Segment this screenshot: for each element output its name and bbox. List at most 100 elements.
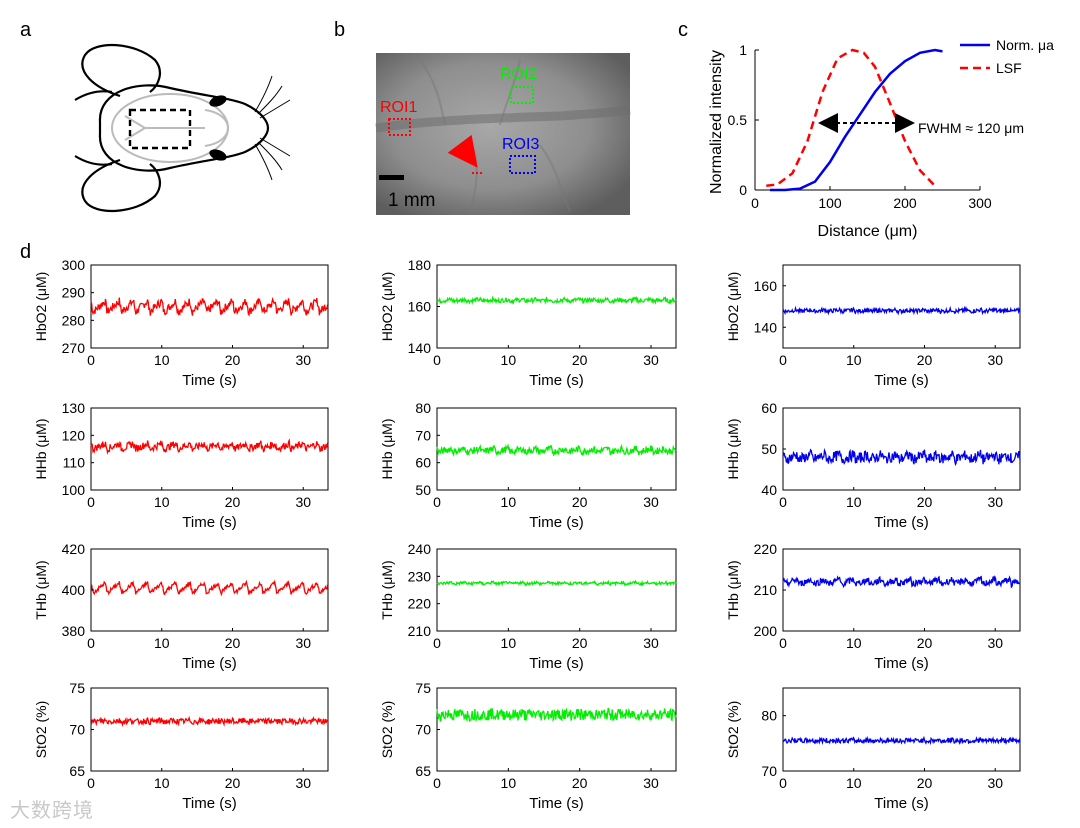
x-tick-label: 10 <box>846 635 862 651</box>
y-tick-label: 0.5 <box>728 112 748 128</box>
y-axis-title: THb (μM) <box>33 560 49 619</box>
y-tick-label: 300 <box>62 257 86 273</box>
fwhm-label: FWHM ≈ 120 μm <box>918 120 1024 136</box>
y-tick-label: 65 <box>69 763 85 779</box>
x-tick-label: 10 <box>154 494 170 510</box>
x-tick-label: 30 <box>295 635 311 651</box>
red-arrow <box>447 134 478 168</box>
series-line-1 <box>770 48 943 192</box>
roi1-label: ROI1 <box>380 99 417 116</box>
y-tick-label: 65 <box>415 763 431 779</box>
x-tick-label: 20 <box>917 494 933 510</box>
x-tick-label: 30 <box>643 775 659 791</box>
x-tick-label: 10 <box>501 494 517 510</box>
plot-frame <box>436 407 677 491</box>
plot-d-4-2: 0 10 20 30 65 70 75 Time (s) StO2 (%) <box>379 680 677 812</box>
x-tick-label: 30 <box>987 352 1003 368</box>
x-tick-label: 10 <box>501 635 517 651</box>
mouse-ear-top <box>81 43 162 98</box>
x-tick-label: 10 <box>846 494 862 510</box>
y-axis-title: HbO2 (μM) <box>725 272 741 342</box>
watermark: 大数跨境 <box>10 794 94 823</box>
y-axis-title: StO2 (%) <box>33 701 49 759</box>
y-axis-title: HbO2 (μM) <box>379 272 395 342</box>
x-tick-label: 0 <box>779 775 787 791</box>
y-tick-label: 160 <box>408 299 432 315</box>
y-tick-label: 230 <box>408 568 432 584</box>
y-tick-label: 240 <box>408 541 432 557</box>
scale-bar <box>379 175 404 180</box>
x-tick-label: 20 <box>572 352 588 368</box>
y-axis-title: THb (μM) <box>725 560 741 619</box>
plot-frame <box>782 548 1021 632</box>
y-axis-title: StO2 (%) <box>379 701 395 759</box>
y-tick-label: 290 <box>62 285 86 301</box>
x-tick-label: 20 <box>225 635 241 651</box>
y-tick-label: 220 <box>754 541 778 557</box>
x-tick-label: 0 <box>779 494 787 510</box>
x-tick-label: 10 <box>501 775 517 791</box>
y-tick-label: 60 <box>415 455 431 471</box>
plot-frame <box>436 687 677 772</box>
series-line <box>436 707 677 723</box>
y-axis-title: HHb (μM) <box>725 419 741 480</box>
y-tick-label: 70 <box>415 427 431 443</box>
y-tick-label: 400 <box>62 582 86 598</box>
x-tick-label: 30 <box>295 775 311 791</box>
x-tick-label: 0 <box>433 775 441 791</box>
plot-d-3-1: 0 10 20 30 380 400 420 Time (s) THb (μM) <box>33 541 329 672</box>
mouse-schematic <box>74 43 270 213</box>
x-tick-label: 0 <box>87 635 95 651</box>
panel-letter-d: d <box>20 241 31 263</box>
x-axis-title: Time (s) <box>874 655 928 672</box>
y-tick-label: 120 <box>62 427 86 443</box>
y-tick-label: 380 <box>62 623 86 639</box>
plot-frame <box>782 407 1021 491</box>
x-tick-label: 20 <box>917 352 933 368</box>
legend-label-2: LSF <box>996 60 1022 76</box>
x-tick-label: 100 <box>818 195 842 211</box>
x-tick-label: 30 <box>987 775 1003 791</box>
x-axis-title: Time (s) <box>182 514 236 531</box>
y-tick-label: 70 <box>415 722 431 738</box>
panel-letter-b: b <box>334 19 345 41</box>
plot-d-3-3: 0 10 20 30 200 210 220 Time (s) THb (μM) <box>725 541 1021 672</box>
y-tick-label: 70 <box>69 722 85 738</box>
series-line <box>90 438 329 455</box>
x-tick-label: 0 <box>433 352 441 368</box>
plot-frame <box>436 548 677 632</box>
x-tick-label: 20 <box>572 494 588 510</box>
y-tick-label: 80 <box>415 400 431 416</box>
y-tick-label: 270 <box>62 340 86 356</box>
imaging-region-box <box>128 108 192 150</box>
x-tick-label: 30 <box>987 494 1003 510</box>
plot-frame <box>782 264 1021 349</box>
roi3-label: ROI3 <box>502 136 539 153</box>
x-tick-label: 300 <box>968 195 992 211</box>
x-tick-label: 30 <box>643 494 659 510</box>
plot-d-1-3: 0 10 20 30 140 160 Time (s) HbO2 (μM) <box>725 264 1021 389</box>
x-tick-label: 20 <box>917 635 933 651</box>
x-tick-label: 30 <box>643 635 659 651</box>
x-tick-label: 20 <box>917 775 933 791</box>
y-axis-title: StO2 (%) <box>725 701 741 759</box>
x-axis-title: Time (s) <box>874 372 928 389</box>
x-tick-label: 0 <box>87 775 95 791</box>
x-tick-label: 0 <box>779 352 787 368</box>
y-tick-label: 40 <box>761 482 777 498</box>
plot-d-1-2: 0 10 20 30 140 160 180 Time (s) HbO2 (μM) <box>379 257 677 389</box>
chart-c: 0 100 200 300 0 0.5 1 Distance (μm) Normalized i… <box>708 37 1054 240</box>
x-tick-label: 200 <box>893 195 917 211</box>
x-axis-title: Time (s) <box>874 795 928 812</box>
series-line <box>90 579 329 597</box>
y-tick-label: 80 <box>761 708 777 724</box>
y-tick-label: 210 <box>408 623 432 639</box>
scale-bar-label: 1 mm <box>388 190 436 211</box>
plot-d-1-1: 0 10 20 30 270 280 290 300 Time (s) HbO2 (μM) <box>33 257 329 389</box>
y-tick-label: 100 <box>62 482 86 498</box>
x-axis-title: Time (s) <box>874 514 928 531</box>
y-tick-label: 200 <box>754 623 778 639</box>
series-line <box>782 574 1021 589</box>
x-tick-label: 20 <box>572 635 588 651</box>
